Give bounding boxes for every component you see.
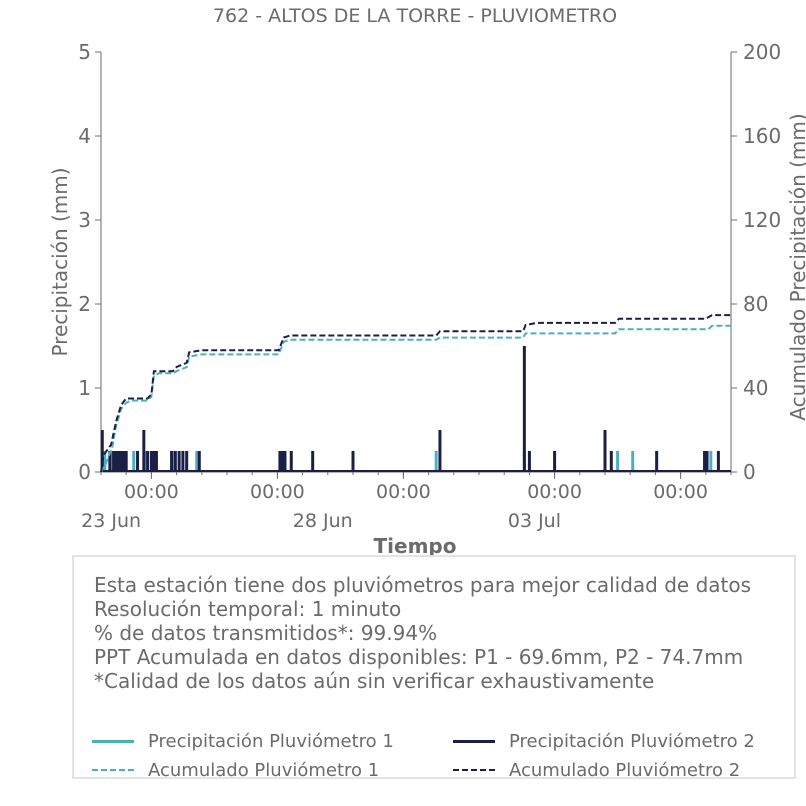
x-tick-label: 00:00 <box>250 481 305 503</box>
right-tick-label: 120 <box>743 208 781 232</box>
legend-item-acc1: Acumulado Pluviómetro 1 <box>92 758 379 782</box>
legend-item-acc2: Acumulado Pluviómetro 2 <box>453 758 740 782</box>
info-line-resolution-note: Esta estación tiene dos pluviómetros par… <box>94 573 752 597</box>
info-line-transmitted: % de datos transmitidos*: 99.94% <box>94 621 438 645</box>
left-tick-label: 0 <box>78 460 91 484</box>
right-tick-label: 200 <box>743 40 781 64</box>
chart-svg: 762 - ALTOS DE LA TORRE - PLUVIOMETRO012… <box>48 5 806 558</box>
legend-item-p1: Precipitación Pluviómetro 1 <box>92 729 394 753</box>
legend-label-p1: Precipitación Pluviómetro 1 <box>148 730 394 752</box>
legend-label-acc2: Acumulado Pluviómetro 2 <box>509 759 741 781</box>
info-line-temporal-resolution: Resolución temporal: 1 minuto <box>94 597 402 621</box>
info-line-quality-note: *Calidad de los datos aún sin verificar … <box>94 669 655 693</box>
right-tick-label: 160 <box>743 124 781 148</box>
info-box: Esta estación tiene dos pluviómetros par… <box>72 555 796 782</box>
chart-title: 762 - ALTOS DE LA TORRE - PLUVIOMETRO <box>213 5 617 27</box>
x-tick-label: 00:00 <box>527 481 582 503</box>
x-tick-label: 00:00 <box>376 481 431 503</box>
y-axis-label-left: Precipitación (mm) <box>48 167 72 356</box>
left-tick-label: 5 <box>78 40 91 64</box>
accumulated-line <box>100 314 731 473</box>
legend-swatch-p1 <box>92 739 134 743</box>
right-tick-label: 80 <box>743 292 768 316</box>
left-tick-label: 4 <box>78 124 91 148</box>
x-date-label: 03 Jul <box>508 510 561 532</box>
legend-label-acc1: Acumulado Pluviómetro 1 <box>148 759 380 781</box>
left-tick-label: 2 <box>78 292 91 316</box>
accumulated-line <box>100 324 731 473</box>
x-date-label: 23 Jun <box>81 510 141 532</box>
legend-item-p2: Precipitación Pluviómetro 2 <box>453 729 755 753</box>
y-axis-label-right: Acumulado Precipitación (mm) <box>786 113 806 420</box>
right-tick-label: 40 <box>743 376 768 400</box>
info-line-accumulated: PPT Acumulada en datos disponibles: P1 -… <box>94 645 744 669</box>
legend-label-p2: Precipitación Pluviómetro 2 <box>509 730 755 752</box>
x-axis-label: Tiempo <box>374 534 457 558</box>
x-tick-label: 00:00 <box>653 481 708 503</box>
legend-swatch-acc2 <box>453 769 495 771</box>
x-date-label: 28 Jun <box>293 510 353 532</box>
x-tick-label: 00:00 <box>124 481 179 503</box>
left-tick-label: 3 <box>78 208 91 232</box>
legend-swatch-acc1 <box>92 769 134 771</box>
left-tick-label: 1 <box>78 376 91 400</box>
right-tick-label: 0 <box>743 460 756 484</box>
legend-swatch-p2 <box>453 739 495 743</box>
info-lines: Esta estación tiene dos pluviómetros par… <box>94 573 751 693</box>
